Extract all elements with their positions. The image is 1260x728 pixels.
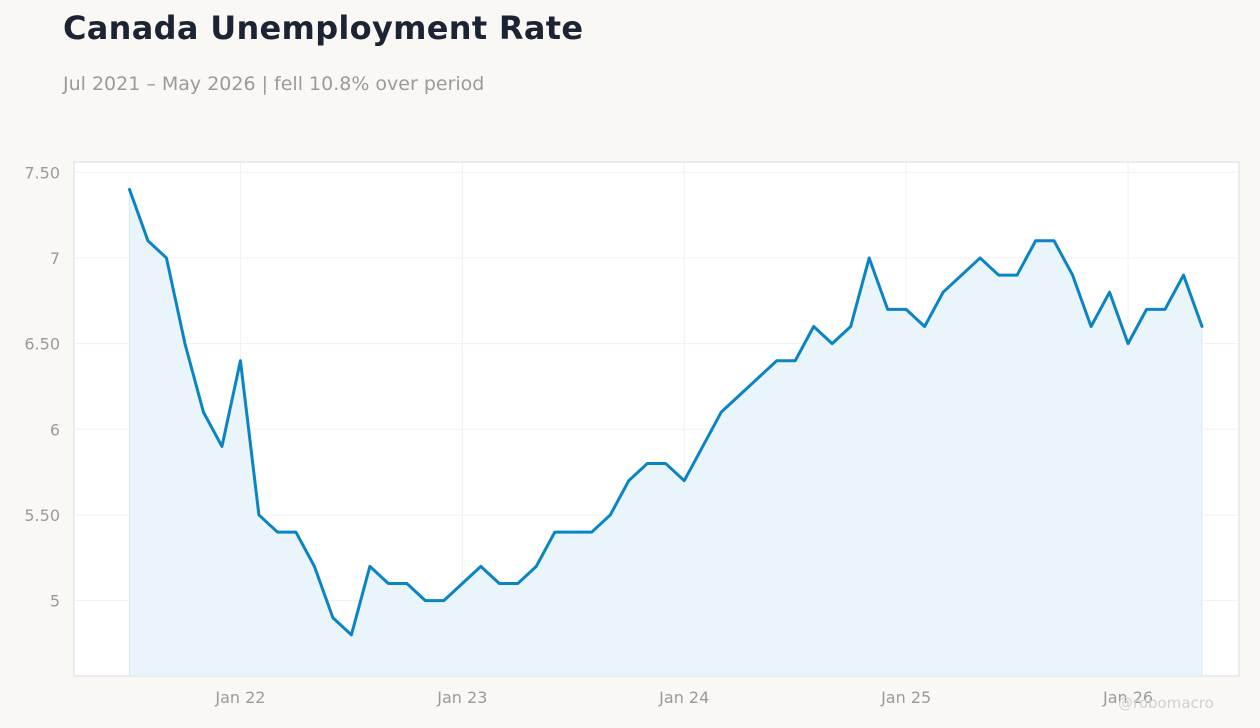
x-axis: Jan 22 Jan 23 Jan 24 Jan 25 Jan 26 xyxy=(214,688,1153,707)
x-tick-label: Jan 26 xyxy=(1102,688,1153,707)
chart-subtitle: Jul 2021 – May 2026 | fell 10.8% over pe… xyxy=(63,73,485,95)
y-tick-label: 6.50 xyxy=(24,335,60,354)
y-axis: 5 5.50 6 6.50 7 7.50 xyxy=(24,163,60,610)
chart-title: Canada Unemployment Rate xyxy=(63,9,584,47)
x-tick-label: Jan 25 xyxy=(880,688,931,707)
watermark: @robomacro xyxy=(1118,694,1214,712)
x-tick-label: Jan 24 xyxy=(658,688,709,707)
y-tick-label: 7.50 xyxy=(24,163,60,182)
line-layer xyxy=(127,187,1204,637)
y-tick-label: 7 xyxy=(50,249,60,268)
y-tick-label: 6 xyxy=(50,420,60,439)
x-tick-label: Jan 22 xyxy=(214,688,265,707)
y-tick-label: 5 xyxy=(50,592,60,611)
x-tick-label: Jan 23 xyxy=(436,688,487,707)
series-line xyxy=(127,187,1204,637)
y-tick-label: 5.50 xyxy=(24,506,60,525)
